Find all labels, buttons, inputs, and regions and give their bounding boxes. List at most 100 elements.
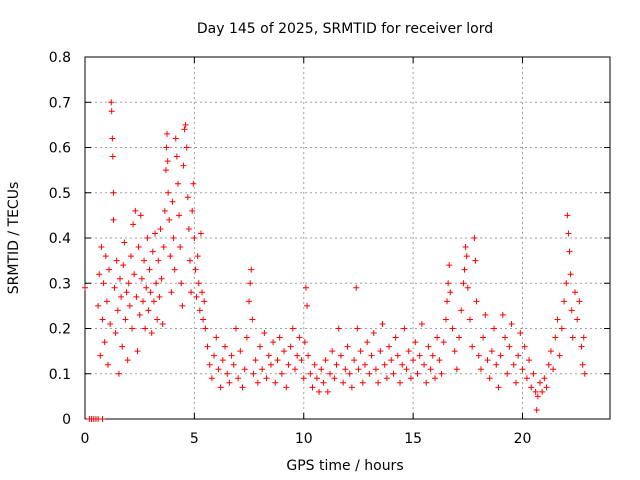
data-point: [429, 352, 436, 359]
y-tick-label: 0.6: [49, 141, 71, 157]
data-point: [201, 298, 208, 305]
data-point: [556, 352, 563, 359]
data-point: [166, 216, 173, 223]
data-point: [357, 348, 364, 355]
data-point: [491, 325, 498, 332]
data-point: [148, 330, 155, 337]
data-point: [322, 357, 329, 364]
data-point: [171, 266, 178, 273]
data-point: [129, 325, 136, 332]
data-point: [257, 343, 263, 350]
data-point: [168, 289, 175, 296]
data-point: [159, 320, 166, 327]
data-point: [108, 108, 115, 115]
data-point: [125, 280, 132, 287]
data-point: [581, 370, 588, 377]
data-point: [495, 384, 502, 391]
data-point: [311, 361, 318, 368]
data-point: [447, 289, 454, 296]
data-point: [192, 266, 199, 273]
data-point: [502, 334, 508, 341]
data-point: [149, 248, 156, 255]
data-point: [287, 343, 294, 350]
data-point: [418, 320, 425, 327]
data-point: [164, 130, 171, 137]
data-point: [237, 348, 244, 355]
data-point: [552, 334, 559, 341]
data-point: [563, 280, 570, 287]
y-tick-label: 0.3: [49, 276, 71, 292]
data-point: [523, 375, 530, 382]
data-point: [566, 248, 573, 255]
data-point: [197, 230, 204, 237]
data-point: [504, 370, 511, 377]
data-point: [99, 416, 106, 422]
data-point: [261, 330, 268, 337]
data-point: [179, 302, 186, 309]
data-point: [119, 343, 126, 350]
data-point: [482, 311, 489, 318]
data-point: [436, 357, 443, 364]
y-axis-label: SRMTID / TECUs: [6, 182, 22, 295]
data-point: [281, 348, 288, 355]
data-point: [138, 275, 145, 282]
data-point: [107, 320, 114, 327]
data-point: [194, 253, 201, 260]
data-point: [114, 307, 121, 314]
data-point: [471, 235, 478, 241]
data-point: [122, 316, 129, 323]
data-point: [462, 244, 469, 251]
data-point: [243, 334, 250, 341]
data-point: [272, 379, 279, 386]
data-point: [550, 366, 557, 373]
data-point: [134, 348, 141, 355]
data-point: [309, 384, 316, 391]
data-point: [567, 271, 574, 278]
data-point: [298, 357, 305, 364]
data-point: [348, 384, 355, 391]
data-point: [541, 375, 548, 382]
data-point: [526, 357, 533, 364]
data-point: [497, 352, 504, 359]
data-point: [254, 379, 261, 386]
data-point: [193, 293, 200, 300]
data-point: [235, 375, 242, 382]
data-point: [117, 275, 123, 282]
data-point: [133, 293, 140, 300]
data-point: [162, 167, 169, 174]
data-point: [139, 298, 146, 305]
data-point: [136, 311, 143, 318]
data-point: [565, 230, 572, 237]
data-point: [366, 370, 373, 377]
data-point: [302, 284, 309, 291]
data-point: [564, 212, 571, 219]
data-point: [278, 370, 285, 377]
data-point: [110, 189, 117, 196]
data-point: [106, 266, 113, 273]
data-point: [493, 361, 500, 368]
data-point: [126, 302, 133, 309]
data-point: [379, 320, 386, 327]
data-point: [109, 153, 116, 160]
data-point: [543, 384, 550, 391]
data-point: [283, 384, 290, 391]
chart-title: Day 145 of 2025, SRMTID for receiver lor…: [197, 21, 493, 37]
data-point: [313, 375, 320, 382]
data-point: [579, 361, 586, 368]
data-point: [451, 348, 458, 355]
data-point: [344, 343, 351, 350]
data-point: [130, 221, 137, 228]
data-point: [467, 316, 473, 323]
data-point: [372, 366, 379, 373]
data-point: [533, 406, 540, 413]
data-point: [177, 244, 184, 251]
data-point: [131, 271, 138, 278]
data-point: [472, 257, 479, 264]
data-point: [217, 384, 224, 391]
data-point: [446, 262, 453, 269]
data-point: [432, 375, 438, 382]
data-point: [294, 352, 301, 359]
data-point: [222, 343, 228, 350]
data-point: [554, 316, 561, 323]
data-point: [416, 352, 423, 359]
